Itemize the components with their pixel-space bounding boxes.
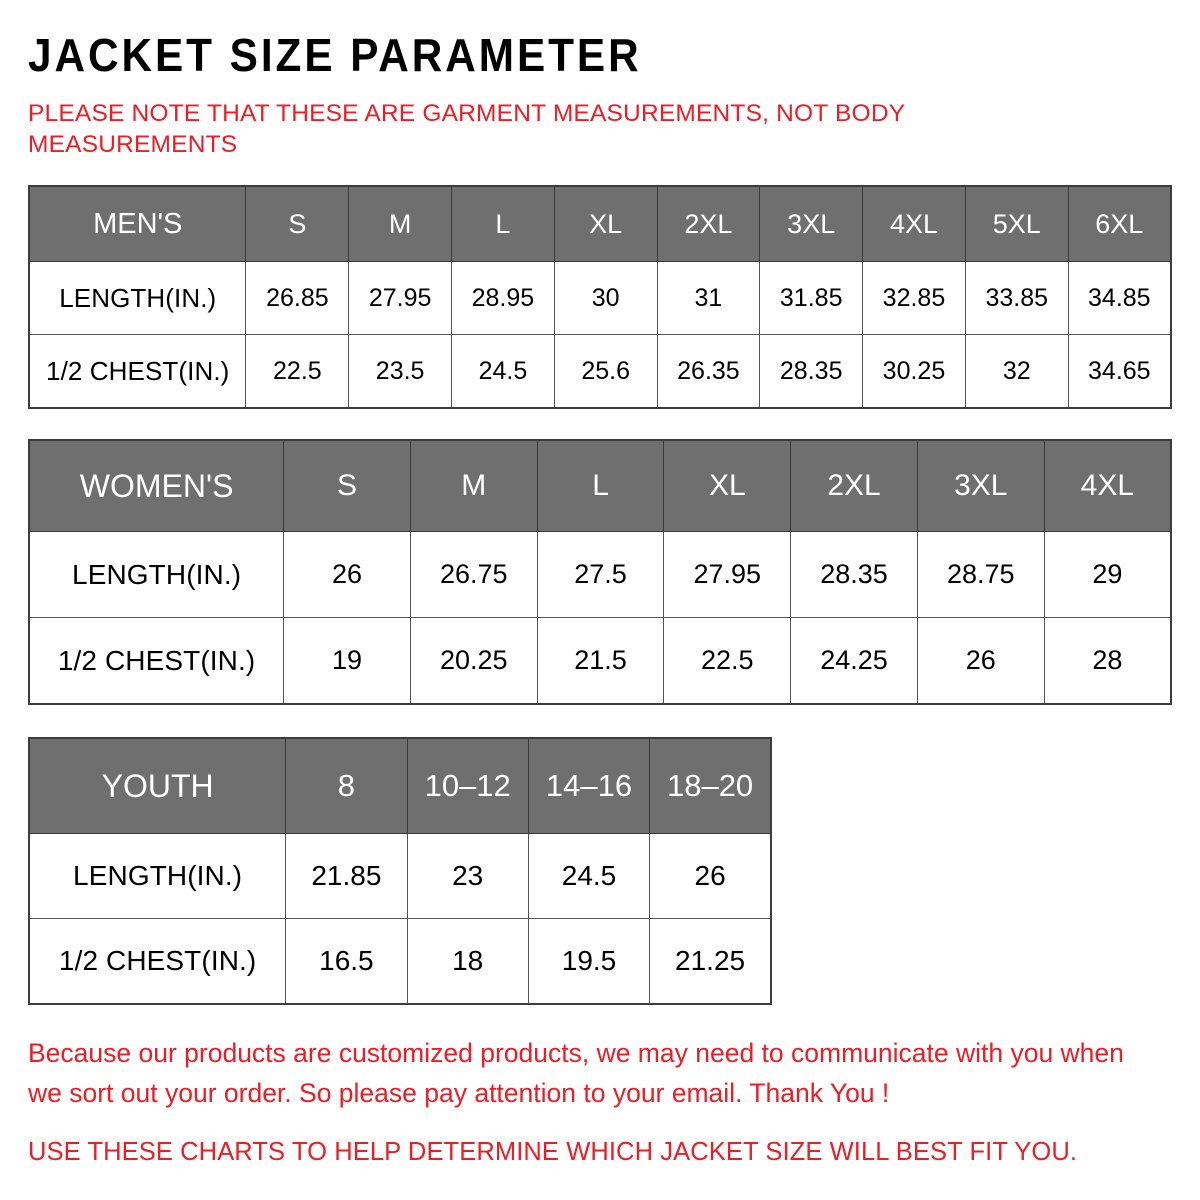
mens-table-body: LENGTH(IN.) 26.85 27.95 28.95 30 31 31.85 32.85…: [28, 261, 1172, 409]
mens-measurement-cell: 28.35: [759, 334, 864, 409]
womens-table-body: LENGTH(IN.) 26 26.75 27.5 27.95 28.35 28.75 29 1…: [28, 531, 1172, 705]
womens-measurement-cell: 26.75: [409, 531, 538, 618]
womens-size-header: 3XL: [916, 439, 1045, 532]
mens-measurement-cell: 25.6: [553, 334, 658, 409]
mens-row-label: LENGTH(IN.): [28, 261, 247, 335]
youth-measurement-cell: 24.5: [527, 833, 651, 919]
womens-measurement-cell: 28: [1043, 617, 1172, 705]
mens-measurement-cell: 30.25: [862, 334, 966, 409]
mens-size-header: L: [451, 185, 555, 262]
womens-measurement-cell: 27.5: [536, 531, 665, 618]
mens-measurement-cell: 32.85: [862, 261, 966, 335]
mens-measurement-cell: 33.85: [964, 261, 1069, 335]
youth-measurement-cell: 18: [406, 918, 529, 1005]
youth-row-label: 1/2 CHEST(IN.): [28, 918, 287, 1005]
mens-corner-label: MEN'S: [28, 185, 247, 262]
womens-row-label: LENGTH(IN.): [28, 531, 285, 618]
mens-size-header: 5XL: [964, 185, 1069, 262]
mens-measurement-cell: 26.35: [656, 334, 761, 409]
womens-size-header: XL: [663, 439, 792, 532]
table-row: LENGTH(IN.) 26 26.75 27.5 27.95 28.35 28.75 29: [28, 531, 1172, 618]
womens-measurement-cell: 19: [283, 617, 411, 705]
table-row: LENGTH(IN.) 26.85 27.95 28.95 30 31 31.85 32.85…: [28, 261, 1172, 335]
table-row: 1/2 CHEST(IN.) 16.5 18 19.5 21.25: [28, 918, 772, 1005]
youth-measurement-cell: 21.85: [285, 833, 408, 919]
womens-size-header: S: [283, 439, 411, 532]
youth-row-label: LENGTH(IN.): [28, 833, 287, 919]
womens-measurement-cell: 28.75: [916, 531, 1045, 618]
womens-measurement-cell: 24.25: [790, 617, 918, 705]
youth-table-header: YOUTH 8 10–12 14–16 18–20: [28, 737, 772, 834]
youth-table-body: LENGTH(IN.) 21.85 23 24.5 26 1/2 CHEST(IN.) 16…: [28, 833, 772, 1005]
mens-measurement-cell: 26.85: [245, 261, 350, 335]
youth-size-header: 8: [285, 737, 408, 834]
chart-usage-note: USE THESE CHARTS TO HELP DETERMINE WHICH…: [28, 1138, 1078, 1166]
youth-measurement-cell: 19.5: [527, 918, 651, 1005]
table-row: LENGTH(IN.) 21.85 23 24.5 26: [28, 833, 772, 919]
mens-size-header: 6XL: [1067, 185, 1172, 262]
youth-measurement-cell: 23: [406, 833, 529, 919]
womens-row-label: 1/2 CHEST(IN.): [28, 617, 285, 705]
youth-measurement-cell: 26: [649, 833, 772, 919]
mens-measurement-cell: 27.95: [348, 261, 453, 335]
mens-size-header: S: [245, 185, 350, 262]
customization-note: Because our products are customized prod…: [28, 1038, 1124, 1108]
womens-size-header: L: [536, 439, 665, 532]
youth-measurement-cell: 16.5: [285, 918, 408, 1005]
mens-measurement-cell: 31.85: [759, 261, 864, 335]
youth-size-header: 14–16: [527, 737, 651, 834]
mens-measurement-cell: 23.5: [348, 334, 453, 409]
table-row: 1/2 CHEST(IN.) 22.5 23.5 24.5 25.6 26.35 28.35…: [28, 334, 1172, 409]
womens-corner-label: WOMEN'S: [28, 439, 285, 532]
mens-size-table: MEN'S S M L XL 2XL 3XL 4XL 5XL 6XL LENGTH(IN.) 26…: [28, 185, 1172, 409]
womens-measurement-cell: 20.25: [409, 617, 538, 705]
womens-measurement-cell: 26: [916, 617, 1045, 705]
mens-size-header: 3XL: [759, 185, 864, 262]
womens-size-table: WOMEN'S S M L XL 2XL 3XL 4XL LENGTH(IN.) 26 26.7…: [28, 439, 1172, 705]
table-header-row: WOMEN'S S M L XL 2XL 3XL 4XL: [28, 439, 1172, 532]
mens-measurement-cell: 34.65: [1067, 334, 1172, 409]
table-header-row: MEN'S S M L XL 2XL 3XL 4XL 5XL 6XL: [28, 185, 1172, 262]
womens-table-header: WOMEN'S S M L XL 2XL 3XL 4XL: [28, 439, 1172, 532]
mens-measurement-cell: 22.5: [245, 334, 350, 409]
youth-corner-label: YOUTH: [28, 737, 287, 834]
mens-size-header: 4XL: [862, 185, 966, 262]
womens-measurement-cell: 27.95: [663, 531, 792, 618]
mens-measurement-cell: 24.5: [451, 334, 555, 409]
womens-measurement-cell: 28.35: [790, 531, 918, 618]
mens-size-header: 2XL: [656, 185, 761, 262]
youth-size-header: 18–20: [649, 737, 772, 834]
mens-measurement-cell: 30: [553, 261, 658, 335]
womens-size-header: 2XL: [790, 439, 918, 532]
mens-row-label: 1/2 CHEST(IN.): [28, 334, 247, 409]
womens-measurement-cell: 21.5: [536, 617, 665, 705]
womens-measurement-cell: 29: [1043, 531, 1172, 618]
youth-size-table: YOUTH 8 10–12 14–16 18–20 LENGTH(IN.) 21.85 2…: [28, 737, 772, 1005]
youth-size-header: 10–12: [406, 737, 529, 834]
table-row: 1/2 CHEST(IN.) 19 20.25 21.5 22.5 24.25 26 28: [28, 617, 1172, 705]
womens-size-header: M: [409, 439, 538, 532]
womens-size-header: 4XL: [1043, 439, 1172, 532]
mens-measurement-cell: 34.85: [1067, 261, 1172, 335]
mens-size-header: XL: [553, 185, 658, 262]
mens-measurement-cell: 28.95: [451, 261, 555, 335]
mens-size-header: M: [348, 185, 453, 262]
mens-measurement-cell: 31: [656, 261, 761, 335]
mens-table-header: MEN'S S M L XL 2XL 3XL 4XL 5XL 6XL: [28, 185, 1172, 262]
womens-measurement-cell: 22.5: [663, 617, 792, 705]
mens-measurement-cell: 32: [964, 334, 1069, 409]
youth-measurement-cell: 21.25: [649, 918, 772, 1005]
garment-measurement-notice: PLEASE NOTE THAT THESE ARE GARMENT MEASU…: [28, 100, 905, 158]
page-title: JACKET SIZE PARAMETER: [28, 29, 642, 81]
womens-measurement-cell: 26: [283, 531, 411, 618]
footer-notes: Because our products are customized prod…: [28, 1033, 1172, 1169]
table-header-row: YOUTH 8 10–12 14–16 18–20: [28, 737, 772, 834]
